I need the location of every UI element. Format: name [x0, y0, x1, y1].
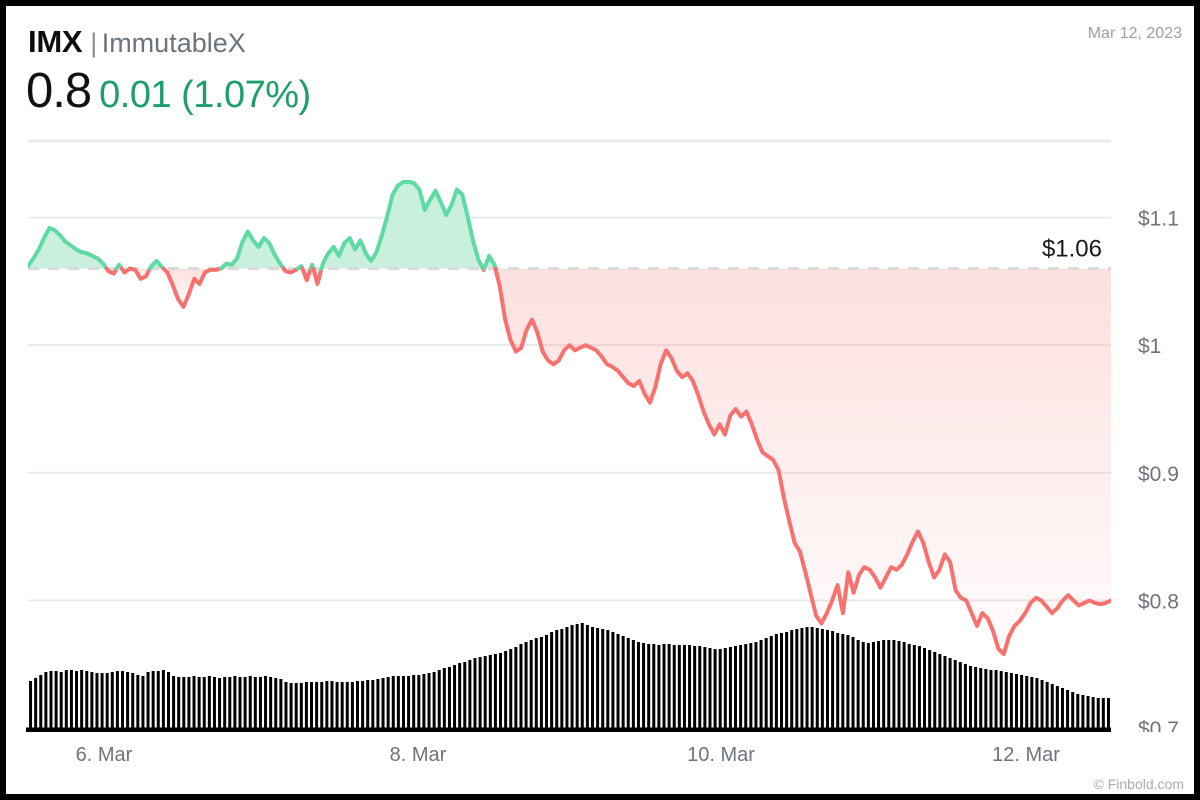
baseline-price-label: $1.06: [1042, 236, 1102, 263]
x-tick-1: 8. Mar: [389, 744, 447, 766]
price-chart: $0.7 $0.8 $0.9 $1 $1.1 $1.06: [6, 132, 1194, 732]
asset-title: IMX | ImmutableX: [28, 24, 246, 60]
price-area-above-baseline: [28, 181, 496, 269]
price-line: [28, 179, 1111, 656]
svg-text:$0.8: $0.8: [1138, 590, 1179, 613]
x-axis: 6. Mar 8. Mar 10. Mar 12. Mar © Finbold.…: [6, 732, 1194, 794]
svg-text:$1: $1: [1138, 335, 1161, 358]
price-summary: 0.8 0.01 (1.07%): [26, 63, 311, 119]
as-of-date: Mar 12, 2023: [1087, 25, 1182, 42]
volume-bars: [29, 623, 1110, 728]
svg-text:$1.06: $1.06: [1042, 236, 1102, 263]
x-tick-2: 10. Mar: [687, 744, 755, 766]
chart-header: IMX | ImmutableX 0.8 0.01 (1.07%) Mar 12, …: [6, 6, 1194, 132]
y-axis-labels: $0.7 $0.8 $0.9 $1 $1.1: [1138, 208, 1179, 732]
svg-text:$0.9: $0.9: [1138, 463, 1179, 486]
asset-name: ImmutableX: [101, 28, 246, 58]
attribution-credit: © Finbold.com: [1093, 776, 1184, 792]
title-separator: |: [90, 28, 98, 58]
svg-text:$0.7: $0.7: [1138, 718, 1179, 732]
x-tick-3: 12. Mar: [992, 744, 1060, 766]
chart-canvas: $0.7 $0.8 $0.9 $1 $1.1 $1.06: [26, 139, 1179, 732]
asset-symbol: IMX: [28, 24, 83, 59]
current-price: 0.8: [26, 64, 92, 118]
x-tick-0: 6. Mar: [75, 744, 133, 766]
price-change: 0.01 (1.07%): [99, 74, 311, 116]
svg-text:$1.1: $1.1: [1138, 208, 1179, 231]
